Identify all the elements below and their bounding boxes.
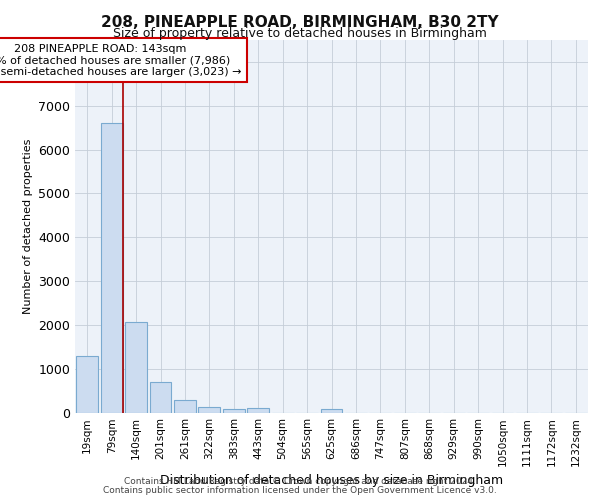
- Bar: [223, 409, 245, 412]
- Bar: [76, 356, 98, 412]
- Bar: [149, 382, 172, 412]
- Text: Contains HM Land Registry data © Crown copyright and database right 2024.: Contains HM Land Registry data © Crown c…: [124, 477, 476, 486]
- Bar: [199, 407, 220, 412]
- Bar: [247, 408, 269, 412]
- Text: Size of property relative to detached houses in Birmingham: Size of property relative to detached ho…: [113, 28, 487, 40]
- Y-axis label: Number of detached properties: Number of detached properties: [23, 138, 32, 314]
- X-axis label: Distribution of detached houses by size in Birmingham: Distribution of detached houses by size …: [160, 474, 503, 488]
- Bar: [320, 408, 343, 412]
- Text: Contains public sector information licensed under the Open Government Licence v3: Contains public sector information licen…: [103, 486, 497, 495]
- Text: 208 PINEAPPLE ROAD: 143sqm
← 73% of detached houses are smaller (7,986)
27% of s: 208 PINEAPPLE ROAD: 143sqm ← 73% of deta…: [0, 44, 242, 77]
- Bar: [174, 400, 196, 412]
- Bar: [125, 322, 147, 412]
- Bar: [101, 124, 122, 412]
- Text: 208, PINEAPPLE ROAD, BIRMINGHAM, B30 2TY: 208, PINEAPPLE ROAD, BIRMINGHAM, B30 2TY: [101, 15, 499, 30]
